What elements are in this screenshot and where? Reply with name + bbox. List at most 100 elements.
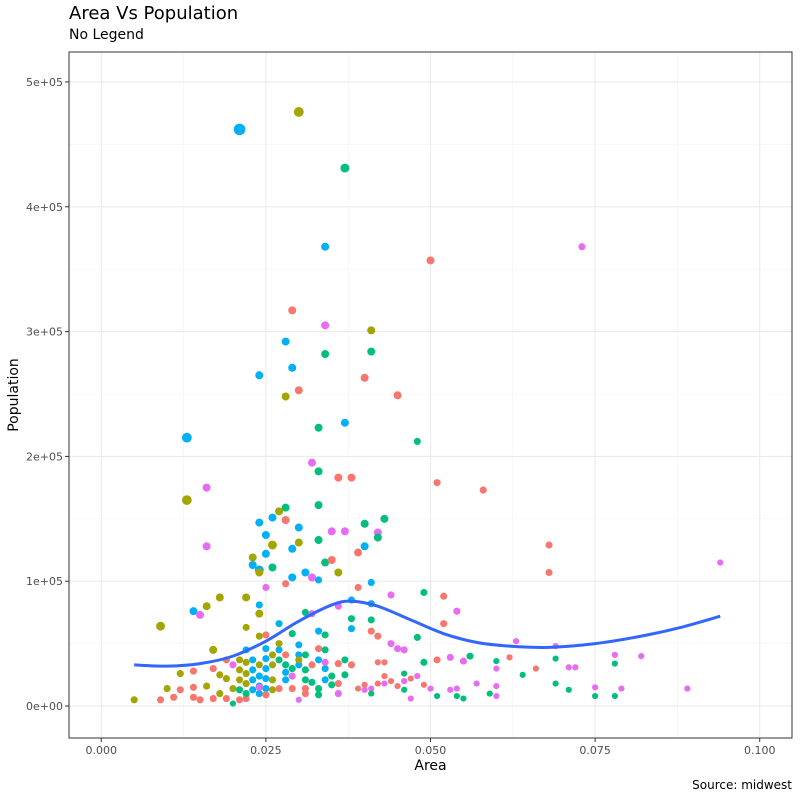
data-point	[268, 540, 277, 550]
grid	[69, 52, 792, 738]
data-point	[255, 568, 264, 577]
data-point	[327, 556, 336, 565]
data-point	[262, 655, 270, 663]
data-point	[222, 695, 230, 703]
data-point	[413, 437, 421, 445]
data-point	[295, 656, 303, 664]
data-point	[373, 533, 382, 542]
data-point	[426, 256, 435, 265]
data-point	[255, 371, 264, 380]
data-point	[288, 573, 297, 582]
y-tick-label: 1e+05	[26, 575, 63, 588]
data-point	[453, 685, 460, 692]
chart-subtitle: No Legend	[69, 27, 144, 43]
data-point	[341, 671, 349, 679]
data-point	[354, 583, 362, 592]
data-point	[255, 632, 263, 640]
data-point	[301, 666, 309, 674]
data-point	[235, 676, 244, 684]
data-point	[156, 621, 165, 631]
data-point	[262, 583, 270, 592]
data-point	[374, 659, 381, 666]
data-point	[282, 580, 290, 588]
data-point	[293, 107, 304, 117]
data-point	[181, 432, 192, 443]
data-point	[242, 670, 250, 678]
data-point	[532, 665, 539, 672]
data-point	[453, 607, 461, 615]
data-point	[354, 685, 362, 692]
data-point	[233, 123, 246, 136]
data-point	[394, 645, 402, 653]
data-point	[486, 690, 493, 697]
data-point	[268, 513, 277, 522]
data-point	[368, 685, 375, 692]
data-point	[308, 678, 316, 686]
data-point	[261, 549, 270, 558]
data-point	[288, 363, 297, 372]
data-point	[611, 692, 618, 700]
data-point	[354, 548, 363, 557]
data-point	[360, 373, 369, 382]
data-point	[301, 676, 309, 684]
data-point	[393, 391, 402, 400]
data-point	[592, 692, 599, 700]
data-point	[176, 686, 184, 694]
data-point	[295, 651, 303, 659]
data-point	[334, 473, 343, 482]
data-point	[513, 638, 520, 645]
data-point	[176, 670, 184, 678]
data-point	[242, 658, 250, 666]
data-point	[440, 620, 448, 628]
data-point	[268, 686, 277, 694]
data-point	[334, 660, 342, 668]
data-point	[242, 680, 250, 688]
data-point	[255, 601, 263, 609]
data-point	[235, 696, 244, 704]
data-point	[209, 695, 217, 703]
data-point	[281, 516, 290, 525]
data-point	[420, 658, 428, 666]
data-point	[381, 680, 388, 687]
data-point	[307, 458, 316, 467]
axes: 0.000 0.025 0.050 0.075 0.100 0e+00 1e+05 2e+05…	[26, 76, 775, 757]
data-point	[321, 676, 329, 684]
data-point	[407, 675, 414, 682]
data-point	[262, 675, 270, 683]
data-point	[493, 682, 500, 690]
data-point	[307, 573, 316, 582]
data-point	[229, 661, 237, 669]
data-point	[381, 672, 388, 680]
data-point	[215, 593, 224, 602]
data-point	[394, 682, 401, 690]
data-point	[367, 578, 375, 587]
data-point	[328, 681, 336, 689]
data-point	[268, 661, 277, 669]
data-point	[717, 559, 724, 566]
data-point	[401, 670, 408, 677]
data-point	[387, 640, 395, 648]
data-point	[262, 685, 270, 693]
data-point	[380, 514, 389, 523]
data-point	[347, 473, 356, 482]
data-point	[261, 531, 270, 540]
data-point	[446, 653, 454, 661]
data-point	[301, 651, 309, 659]
data-point	[235, 666, 244, 674]
data-point	[235, 686, 244, 694]
data-point	[334, 690, 342, 698]
data-point	[315, 656, 323, 664]
x-tick-label: 0.075	[579, 744, 611, 757]
data-point	[281, 392, 290, 401]
data-point	[347, 661, 356, 669]
chart-caption: Source: midwest	[692, 778, 792, 792]
data-point	[401, 677, 408, 685]
data-point	[638, 653, 645, 660]
data-point	[288, 544, 297, 553]
x-tick-label: 0.000	[86, 744, 118, 757]
data-point	[420, 681, 428, 688]
y-tick-label: 4e+05	[26, 201, 63, 214]
data-point	[282, 668, 290, 676]
data-point	[189, 683, 198, 691]
data-point	[347, 625, 356, 633]
